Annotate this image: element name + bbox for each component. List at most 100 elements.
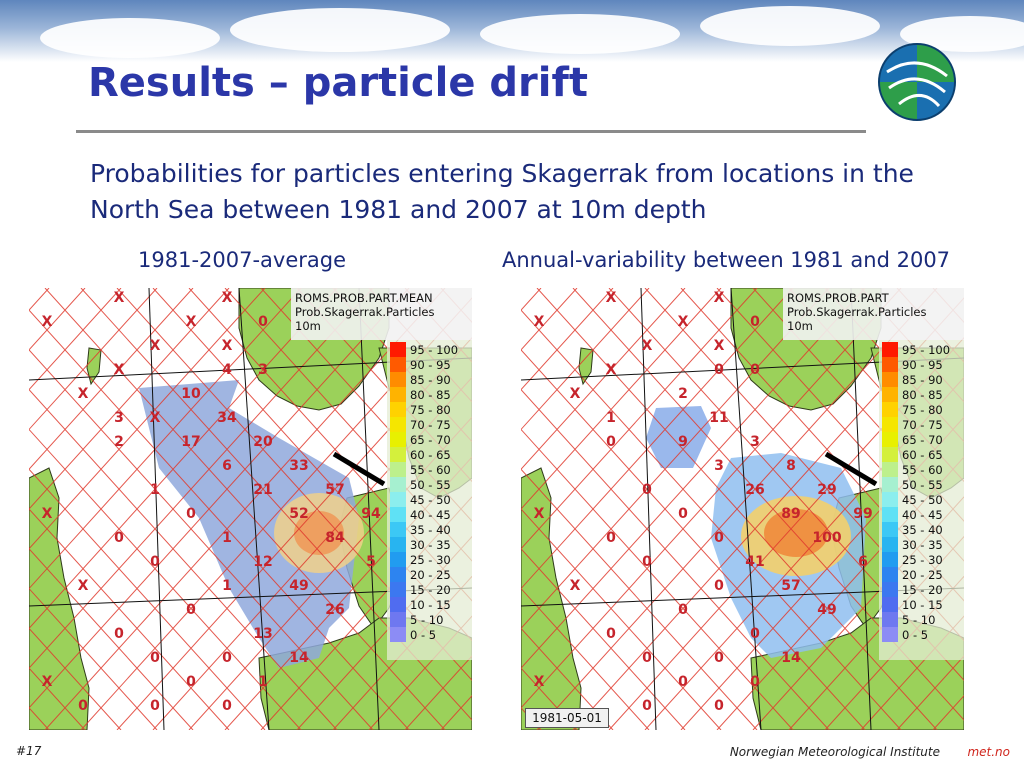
legend-range-label: 90 - 95: [410, 358, 451, 372]
legend-swatch: [882, 447, 898, 462]
cell-probability-label: 0: [186, 506, 196, 522]
institute-name: Norwegian Meteorological Institute: [729, 745, 940, 759]
cell-probability-label: X: [534, 314, 545, 330]
cell-probability-label: 2: [678, 386, 688, 402]
legend-range-label: 95 - 100: [410, 343, 458, 357]
legend-range-label: 50 - 55: [902, 478, 943, 492]
cell-probability-label: 9: [678, 434, 688, 450]
legend-range-label: 45 - 50: [902, 493, 943, 507]
legend-range-label: 70 - 75: [410, 418, 451, 432]
legend-range-label: 40 - 45: [902, 508, 943, 522]
legend-swatch: [882, 402, 898, 417]
cell-probability-label: 1: [258, 674, 268, 690]
cell-probability-label: 0: [714, 578, 724, 594]
cell-probability-label: 0: [678, 602, 688, 618]
legend-title-line: 10m: [787, 319, 813, 333]
cell-probability-label: X: [150, 338, 161, 354]
cell-probability-label: 41: [745, 554, 764, 570]
cell-probability-label: 0: [222, 698, 232, 714]
cell-probability-label: 21: [253, 482, 272, 498]
right-map-annual: X X X 0 X X X X 0 0 X 2 11 1 9 3 0 8 3 29 26 0 99 89 0 0 100 0 41 6 0 5…: [521, 288, 964, 730]
legend-range-label: 65 - 70: [410, 433, 451, 447]
legend-range-label: 30 - 35: [902, 538, 943, 552]
legend-swatch: [882, 627, 898, 642]
cell-probability-label: 26: [745, 482, 764, 498]
legend-range-label: 15 - 20: [410, 583, 451, 597]
legend-swatch: [390, 372, 406, 387]
cell-probability-label: 3: [750, 434, 760, 450]
legend-swatch: [882, 582, 898, 597]
cell-probability-label: 49: [817, 602, 836, 618]
legend-swatch: [882, 372, 898, 387]
cell-probability-label: 0: [642, 554, 652, 570]
legend-title-line: ROMS.PROB.PART: [787, 291, 890, 305]
met-no-logo: [878, 43, 956, 121]
legend-range-label: 85 - 90: [902, 373, 943, 387]
left-caption: 1981-2007-average: [138, 248, 347, 272]
cell-probability-label: X: [42, 314, 53, 330]
cell-probability-label: X: [606, 290, 617, 306]
cell-probability-label: X: [186, 314, 197, 330]
cell-probability-label: 3: [258, 362, 268, 378]
slide-title: Results – particle drift: [88, 60, 588, 106]
cell-probability-label: X: [714, 338, 725, 354]
legend-range-label: 35 - 40: [410, 523, 451, 537]
legend-range-label: 80 - 85: [902, 388, 943, 402]
cell-probability-label: 0: [114, 626, 124, 642]
sky-banner: [0, 0, 1024, 62]
legend-range-label: 80 - 85: [410, 388, 451, 402]
legend-swatch: [882, 552, 898, 567]
cell-probability-label: 0: [606, 626, 616, 642]
site-name: met.no: [967, 745, 1010, 759]
cell-probability-label: 13: [253, 626, 272, 642]
cell-probability-label: 0: [258, 314, 268, 330]
legend-swatch: [882, 612, 898, 627]
cell-probability-label: 5: [366, 554, 376, 570]
cell-probability-label: 4: [222, 362, 232, 378]
cell-probability-label: 14: [781, 650, 801, 666]
legend-range-label: 75 - 80: [902, 403, 943, 417]
legend-swatch: [390, 567, 406, 582]
legend-swatch: [882, 477, 898, 492]
legend-range-label: 5 - 10: [902, 613, 935, 627]
legend-swatch: [882, 522, 898, 537]
cloud: [700, 6, 880, 46]
cell-probability-label: 0: [678, 506, 688, 522]
cell-probability-label: X: [606, 362, 617, 378]
legend-range-label: 70 - 75: [902, 418, 943, 432]
legend-range-label: 85 - 90: [410, 373, 451, 387]
cell-probability-label: 1: [222, 530, 232, 546]
legend-swatch: [882, 507, 898, 522]
legend-swatch: [390, 507, 406, 522]
legend-range-label: 60 - 65: [902, 448, 943, 462]
legend-range-label: 40 - 45: [410, 508, 451, 522]
legend-range-label: 5 - 10: [410, 613, 443, 627]
cell-probability-label: 0: [750, 362, 760, 378]
cell-probability-label: 0: [714, 650, 724, 666]
legend-swatch: [882, 417, 898, 432]
cell-probability-label: 0: [150, 698, 160, 714]
legend-range-label: 55 - 60: [410, 463, 451, 477]
cell-probability-label: 0: [750, 626, 760, 642]
cell-probability-label: X: [534, 506, 545, 522]
legend-range-label: 90 - 95: [902, 358, 943, 372]
cell-probability-label: X: [150, 410, 161, 426]
cell-probability-label: X: [570, 386, 581, 402]
legend-swatch: [390, 447, 406, 462]
cell-probability-label: 99: [853, 506, 872, 522]
legend-swatch: [390, 357, 406, 372]
cell-probability-label: X: [570, 578, 581, 594]
legend-swatch: [390, 597, 406, 612]
cell-probability-label: 1: [222, 578, 232, 594]
legend-range-label: 75 - 80: [410, 403, 451, 417]
cell-probability-label: 0: [186, 674, 196, 690]
legend-range-label: 45 - 50: [410, 493, 451, 507]
cell-probability-label: 0: [678, 674, 688, 690]
legend-range-label: 55 - 60: [902, 463, 943, 477]
legend-title-line: ROMS.PROB.PART.MEAN: [295, 291, 433, 305]
slide-subtitle: Probabilities for particles entering Ska…: [90, 159, 914, 224]
cell-probability-label: 0: [606, 530, 616, 546]
cell-probability-label: 34: [217, 410, 237, 426]
left-map-average: X X X 0 X X X X 4 3 X 10 X 34 3 17 20 2 33 6 57 21 1 94 52 0 1 84 0 1…: [29, 288, 472, 730]
legend-range-label: 10 - 15: [410, 598, 451, 612]
